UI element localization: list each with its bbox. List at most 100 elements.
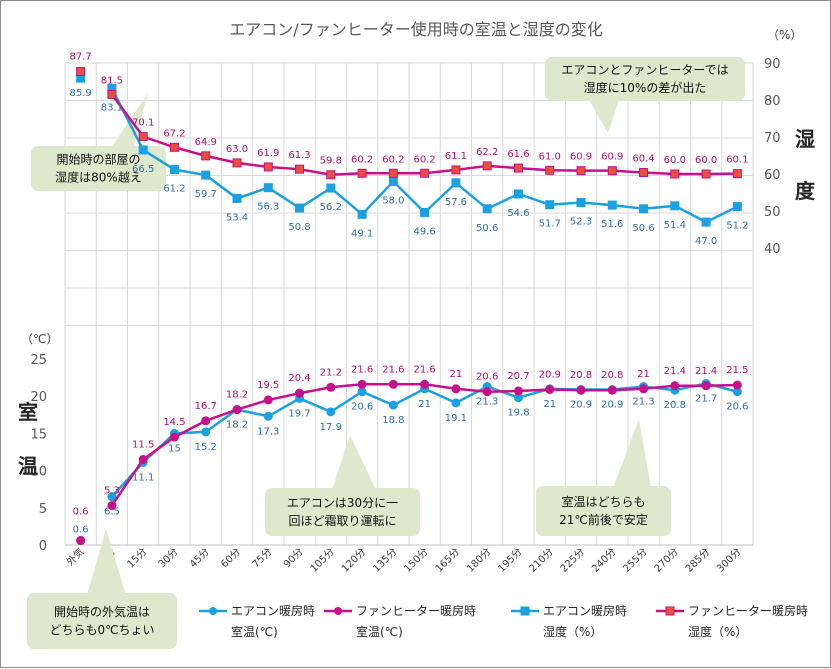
humidity-axis-label: 湿 bbox=[795, 127, 815, 151]
humidity-axis-label: 度 bbox=[795, 179, 816, 203]
data-label: 11.5 bbox=[132, 439, 154, 450]
data-point bbox=[701, 217, 711, 227]
data-point bbox=[138, 132, 148, 142]
data-label: 61.1 bbox=[445, 151, 467, 162]
data-point bbox=[513, 189, 523, 199]
data-point bbox=[670, 169, 680, 179]
data-point bbox=[326, 183, 336, 193]
data-label: 16.7 bbox=[195, 401, 217, 412]
data-label: 51.4 bbox=[664, 220, 686, 231]
data-label: 20.6 bbox=[726, 402, 748, 413]
data-point bbox=[670, 381, 680, 391]
data-point bbox=[357, 387, 367, 397]
callout-text: どちらも0℃ちょい bbox=[49, 623, 154, 637]
data-label: 20.9 bbox=[601, 400, 623, 411]
x-tick-label: 15分 bbox=[125, 546, 150, 571]
data-point bbox=[76, 536, 86, 546]
data-label: 50.6 bbox=[632, 223, 654, 234]
callout-text: 湿度は80%越え bbox=[55, 170, 142, 185]
legend-label: エアコン暖房時 bbox=[231, 603, 315, 618]
data-label: 11.1 bbox=[132, 472, 154, 483]
data-label: 50.6 bbox=[476, 223, 498, 234]
x-tick-label: 135分 bbox=[370, 546, 399, 575]
data-labels: 0.6 6.5 11.1 15 15.2 18.2 17.3 19.7 17.9 20.6 18.8… bbox=[70, 52, 749, 536]
data-label: 0.6 bbox=[73, 525, 89, 536]
callout-pointer bbox=[332, 435, 376, 490]
callout-text: エアコンとファンヒーターでは bbox=[561, 63, 728, 77]
data-label: 70.1 bbox=[132, 118, 154, 129]
data-label: 57.6 bbox=[445, 197, 467, 208]
data-point bbox=[607, 200, 617, 210]
data-label: 5.3 bbox=[104, 486, 120, 497]
data-label: 60.1 bbox=[726, 155, 748, 166]
data-label: 20.6 bbox=[476, 372, 498, 383]
data-label: 61.0 bbox=[539, 151, 561, 162]
data-point bbox=[201, 427, 211, 437]
data-label: 60.2 bbox=[351, 154, 373, 165]
x-tick-label: 60分 bbox=[219, 546, 244, 571]
data-point bbox=[326, 382, 336, 392]
callout-box bbox=[545, 57, 745, 101]
data-point bbox=[388, 176, 398, 186]
data-label: 21 bbox=[418, 399, 431, 410]
data-label: 51.7 bbox=[539, 219, 561, 230]
data-label: 62.2 bbox=[476, 147, 498, 158]
data-point bbox=[545, 165, 555, 175]
humidity-unit: （%） bbox=[767, 28, 802, 42]
data-label: 63.0 bbox=[226, 144, 248, 155]
legend-marker bbox=[665, 606, 675, 616]
callout-box bbox=[265, 488, 420, 536]
humidity-tick-label: 60 bbox=[764, 168, 781, 183]
data-label: 18.8 bbox=[382, 415, 404, 426]
humidity-tick-label: 40 bbox=[764, 242, 781, 257]
data-point bbox=[138, 145, 148, 155]
data-label: 60.2 bbox=[414, 154, 436, 165]
data-point bbox=[232, 405, 242, 415]
legend-label: ファンヒーター暖房時 bbox=[356, 603, 476, 618]
x-tick-label: 240分 bbox=[589, 546, 618, 575]
data-point bbox=[732, 202, 742, 212]
data-point bbox=[451, 178, 461, 188]
data-label: 18.2 bbox=[226, 420, 248, 431]
callout-text: 開始時の部屋の bbox=[56, 152, 140, 167]
x-tick-label: 30分 bbox=[156, 546, 181, 571]
data-label: 59.8 bbox=[320, 156, 342, 167]
data-point bbox=[357, 209, 367, 219]
data-label: 61.2 bbox=[163, 184, 185, 195]
data-point bbox=[107, 492, 117, 502]
data-point bbox=[451, 384, 461, 394]
x-tick-label: 210分 bbox=[527, 546, 556, 575]
data-label: 20.7 bbox=[507, 371, 529, 382]
data-point bbox=[326, 170, 336, 180]
data-point bbox=[607, 385, 617, 395]
data-point bbox=[169, 165, 179, 175]
data-point bbox=[701, 169, 711, 179]
data-label: 83.1 bbox=[101, 103, 123, 114]
data-point bbox=[232, 158, 242, 168]
data-point bbox=[263, 162, 273, 172]
callout-text: 室温はどちらも bbox=[561, 494, 645, 509]
callout-box bbox=[27, 593, 177, 649]
data-label: 47.0 bbox=[695, 236, 717, 247]
data-label: 58.0 bbox=[382, 195, 404, 206]
data-label: 50.8 bbox=[288, 222, 310, 233]
data-point bbox=[169, 432, 179, 442]
data-point bbox=[576, 197, 586, 207]
data-point bbox=[576, 166, 586, 176]
data-label: 20.4 bbox=[288, 373, 310, 384]
data-label: 21.2 bbox=[320, 367, 342, 378]
data-point bbox=[232, 193, 242, 203]
data-point bbox=[263, 395, 273, 405]
data-label: 87.7 bbox=[70, 52, 92, 63]
data-point bbox=[607, 166, 617, 176]
grid bbox=[64, 62, 754, 545]
data-label: 21 bbox=[450, 369, 463, 380]
callout-pointer bbox=[589, 100, 619, 133]
series-layer bbox=[76, 67, 742, 546]
data-point bbox=[138, 454, 148, 464]
data-point bbox=[545, 385, 555, 395]
